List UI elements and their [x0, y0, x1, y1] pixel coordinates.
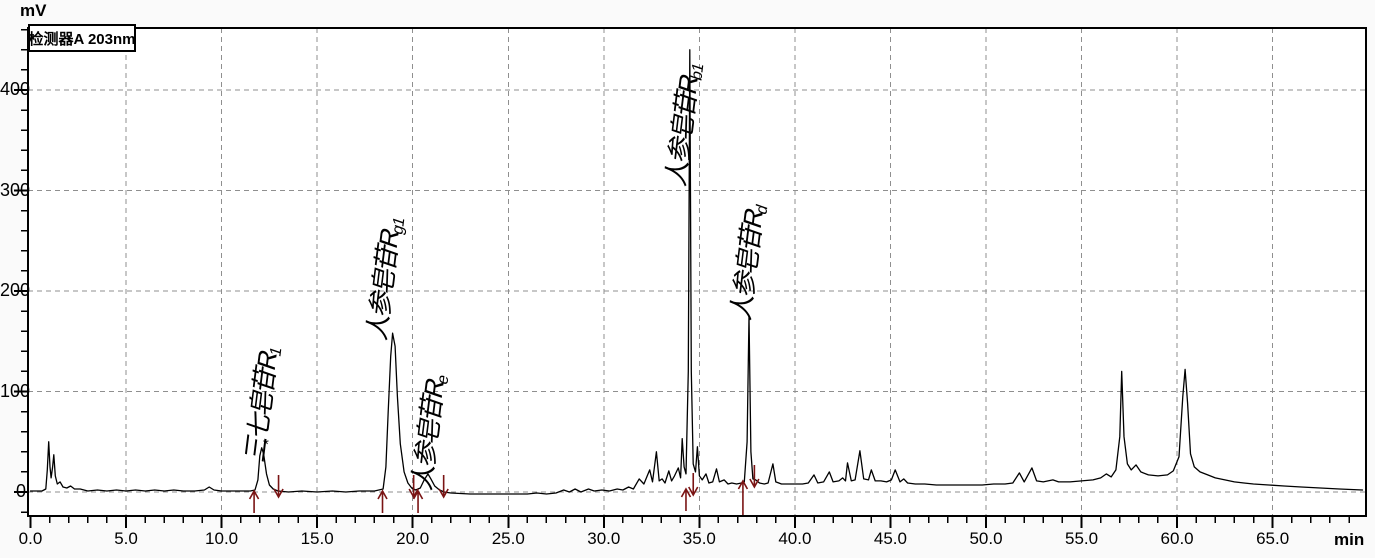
x-tick-label: 10.0 — [205, 529, 239, 548]
y-axis-unit-label: mV — [20, 1, 47, 20]
x-tick-label: 20.0 — [396, 529, 430, 548]
chromatogram-trace — [29, 49, 1364, 495]
integration-arrow-down — [749, 465, 760, 489]
x-tick-label: 25.0 — [491, 529, 525, 548]
x-tick-label: 65.0 — [1256, 529, 1290, 548]
integration-arrow-down — [273, 475, 284, 499]
y-tick-label: 0 — [15, 481, 26, 501]
x-tick-label: 35.0 — [682, 529, 716, 548]
x-tick-label: 50.0 — [969, 529, 1003, 548]
x-axis-unit-label: min — [1334, 530, 1365, 549]
x-tick-label: 0.0 — [18, 529, 43, 548]
integration-arrow-down — [408, 475, 419, 499]
integration-arrow-down — [688, 473, 699, 497]
x-tick-label: 45.0 — [873, 529, 907, 548]
y-tick-label: 300 — [0, 179, 31, 200]
detector-label-box: 检测器A 203nm — [28, 24, 136, 52]
x-tick-label: 60.0 — [1160, 529, 1194, 548]
y-tick-label: 400 — [0, 79, 31, 99]
integration-arrow-up — [377, 489, 388, 513]
peak-marker-asterisk: * — [263, 436, 269, 453]
x-tick-label: 40.0 — [778, 529, 812, 548]
integration-arrow-up — [412, 489, 424, 513]
integration-arrow-up — [248, 489, 260, 513]
y-tick-label: 100 — [0, 380, 31, 401]
plot-background — [28, 28, 1366, 516]
x-tick-label: 30.0 — [587, 529, 621, 548]
integration-arrow-up — [737, 479, 749, 515]
x-tick-label: 5.0 — [114, 529, 138, 548]
integration-arrow-up — [680, 487, 692, 511]
x-tick-label: 55.0 — [1065, 529, 1099, 548]
integration-arrow-down — [438, 475, 449, 499]
plot-frame — [27, 27, 1367, 517]
y-tick-label: 200 — [0, 280, 31, 300]
x-tick-label: 15.0 — [300, 529, 334, 548]
